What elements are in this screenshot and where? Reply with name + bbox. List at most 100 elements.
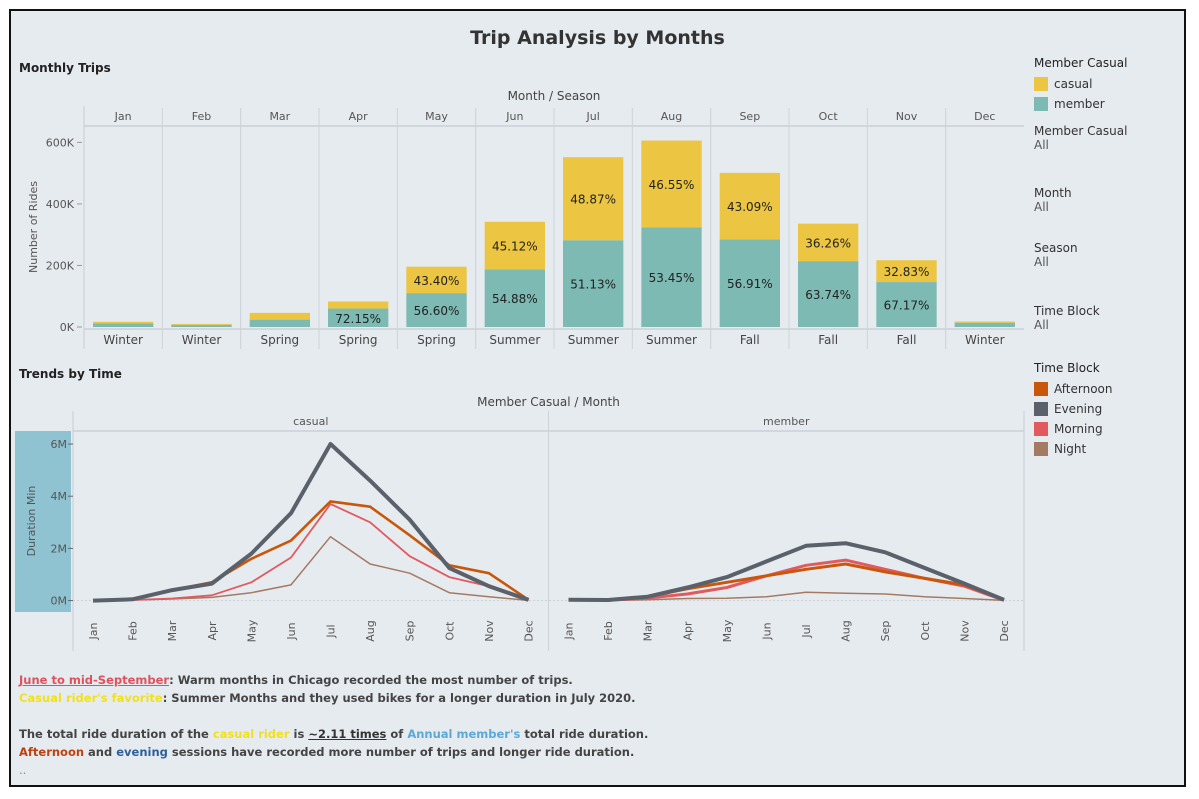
season-label: Winter [103, 333, 143, 347]
x-tick-label: Dec [523, 620, 536, 641]
note-text: and [84, 745, 117, 759]
season-label: Spring [417, 333, 456, 347]
legend-item-evening[interactable]: Evening [1034, 399, 1113, 419]
x-tick-label: Jan [563, 622, 576, 640]
line-casual-morning [92, 503, 529, 602]
note-highlight: Annual member's [407, 727, 521, 741]
legend-item-casual[interactable]: casual [1034, 74, 1127, 94]
x-tick-label: Sep [404, 621, 417, 642]
filter-value[interactable]: All [1034, 200, 1049, 214]
month-header-label: May [425, 110, 448, 123]
y-tick-label: 0M [51, 595, 68, 608]
bar-label-member: 53.45% [649, 271, 695, 285]
note-text: : Summer Months and they used bikes for … [162, 691, 636, 705]
month-header-label: Jun [505, 110, 523, 123]
filter-title: Time Block [1034, 304, 1100, 318]
bar-member [954, 322, 1015, 327]
bar-label-casual: 43.40% [414, 274, 460, 288]
bar-casual [93, 321, 154, 324]
line-casual-afternoon [92, 500, 530, 602]
bar-member [406, 293, 467, 327]
bar-member [171, 324, 232, 327]
y-tick-label: 4M [51, 490, 68, 503]
y-tick-label: 200K [46, 259, 75, 272]
swatch-afternoon [1034, 382, 1048, 396]
bar-casual [406, 266, 467, 294]
note-line-3: The total ride duration of the casual ri… [19, 725, 648, 743]
legend-item-night[interactable]: Night [1034, 439, 1113, 459]
x-tick-label: Apr [206, 621, 219, 641]
x-tick-label: Mar [166, 620, 179, 641]
swatch-night [1034, 442, 1048, 456]
filter-season[interactable]: Season All [1034, 241, 1078, 269]
x-tick-label: Jan [87, 622, 100, 640]
line-member-night [568, 591, 1005, 602]
section-title-monthly-trips: Monthly Trips [19, 61, 111, 75]
note-spacer [19, 707, 648, 725]
legend-label: member [1054, 97, 1105, 111]
legend-item-member[interactable]: member [1034, 94, 1127, 114]
legend-label: Evening [1054, 402, 1103, 416]
bar-label-casual: 43.09% [727, 200, 773, 214]
season-label: Summer [568, 333, 619, 347]
swatch-casual [1034, 77, 1048, 91]
bar-casual [563, 157, 624, 241]
filter-time-block[interactable]: Time Block All [1034, 304, 1100, 332]
legend-item-morning[interactable]: Morning [1034, 419, 1113, 439]
x-tick-label: May [245, 619, 258, 642]
note-text: The total ride duration of the [19, 727, 213, 741]
bar-member [719, 239, 780, 327]
bar-casual [876, 260, 937, 283]
filter-value[interactable]: All [1034, 318, 1049, 332]
bar-label-member: 51.13% [570, 278, 616, 292]
legend-item-afternoon[interactable]: Afternoon [1034, 379, 1113, 399]
section-title-trends: Trends by Time [19, 367, 122, 381]
note-text: : Warm months in Chicago recorded the mo… [169, 673, 573, 687]
legend-label: Morning [1054, 422, 1103, 436]
bar-casual [484, 221, 545, 270]
note-text: is [289, 727, 309, 741]
bar-label-member: 72.15% [335, 312, 381, 326]
dashboard-title: Trip Analysis by Months [470, 27, 725, 49]
bar-casual [249, 312, 310, 320]
filter-title: Month [1034, 186, 1072, 200]
bar-casual [171, 323, 232, 325]
bar-label-casual: 46.55% [649, 178, 695, 192]
filter-title: Member Casual [1034, 124, 1128, 138]
filter-member-casual[interactable]: Member Casual All [1034, 124, 1127, 152]
note-highlight: evening [116, 745, 168, 759]
bar-member [93, 323, 154, 327]
legend-label: casual [1054, 77, 1093, 91]
bar-label-member: 56.60% [414, 304, 460, 318]
x-tick-label: Feb [127, 621, 140, 640]
filter-month[interactable]: Month All [1034, 186, 1072, 214]
season-label: Spring [339, 333, 378, 347]
season-label: Fall [818, 333, 838, 347]
bar-member [328, 308, 389, 327]
filter-value[interactable]: All [1034, 138, 1049, 152]
bar-member [798, 261, 859, 327]
note-highlight: Afternoon [19, 745, 85, 759]
note-highlight: June to mid-September [19, 673, 170, 687]
x-tick-label: Feb [602, 621, 615, 640]
filter-title: Season [1034, 241, 1078, 255]
season-label: Winter [965, 333, 1005, 347]
x-tick-label: Jun [760, 622, 773, 640]
legend-label: Night [1054, 442, 1087, 456]
x-tick-label: Mar [642, 620, 655, 641]
bar-member [876, 282, 937, 327]
month-header-label: Nov [896, 110, 918, 123]
month-header-label: Apr [349, 110, 369, 123]
filter-value[interactable]: All [1034, 255, 1049, 269]
legend-title: Time Block [1034, 361, 1100, 375]
x-tick-label: Dec [998, 620, 1011, 641]
season-label: Spring [260, 333, 299, 347]
y-axis-label: Number of Rides [27, 181, 40, 273]
swatch-member [1034, 97, 1048, 111]
swatch-morning [1034, 422, 1048, 436]
bar-label-member: 56.91% [727, 277, 773, 291]
legend-title: Member Casual [1034, 56, 1128, 70]
swatch-evening [1034, 402, 1048, 416]
bar-label-member: 67.17% [884, 299, 930, 313]
panel-label-casual: casual [293, 415, 328, 428]
